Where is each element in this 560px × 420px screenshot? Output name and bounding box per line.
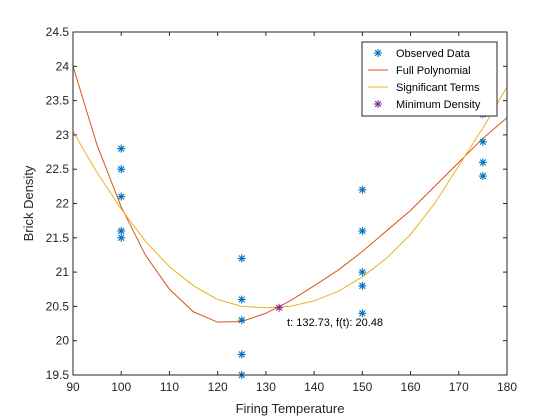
- legend-swatch-3-d2: [374, 100, 382, 108]
- data-point-s3-0: [275, 303, 284, 312]
- data-point-s0-4: [117, 233, 126, 242]
- series-line-2: [73, 86, 507, 309]
- data-point-s0-17: [478, 158, 487, 167]
- y-tick-label-4: 21.5: [46, 231, 70, 245]
- data-point-s0-14-d2: [359, 309, 366, 317]
- legend-swatch-0-d2: [374, 49, 382, 57]
- x-tick-label-3: 120: [208, 380, 228, 394]
- legend-entry-3: Minimum Density: [396, 99, 481, 111]
- data-point-s0-3: [117, 226, 126, 235]
- data-point-s0-12: [358, 268, 367, 277]
- data-point-s0-1: [117, 165, 126, 174]
- data-point-s0-2-d2: [117, 193, 125, 200]
- data-point-s0-5-d2: [238, 255, 246, 262]
- y-tick-label-10: 24.5: [46, 25, 70, 39]
- data-point-s0-7: [237, 316, 246, 325]
- legend-box: [361, 41, 498, 117]
- data-layer: [73, 66, 507, 379]
- x-tick-label-6: 150: [352, 380, 372, 394]
- data-point-s0-4-d2: [117, 234, 125, 242]
- data-point-s0-12-d2: [359, 268, 366, 276]
- data-point-s0-1-d2: [117, 165, 125, 173]
- x-tick-label-1: 100: [111, 380, 131, 394]
- annotations: t: 132.73, f(t): 20.48: [287, 317, 383, 329]
- legend-entry-0: Observed Data: [396, 48, 471, 60]
- x-tick-label-2: 110: [160, 380, 179, 394]
- y-tick-label-3: 21: [56, 265, 70, 279]
- data-point-s0-7-d2: [238, 316, 246, 324]
- data-point-s0-11: [358, 226, 367, 235]
- legend-entry-2: Significant Terms: [396, 82, 480, 94]
- data-point-s0-17-d2: [479, 159, 487, 166]
- data-point-s0-16-d2: [479, 138, 487, 146]
- data-point-s0-6: [237, 295, 246, 304]
- data-point-s0-0-d2: [117, 145, 125, 152]
- y-tick-label-6: 22.5: [46, 162, 70, 176]
- data-point-s0-0: [117, 144, 126, 153]
- data-point-s0-16: [478, 137, 487, 146]
- y-tick-label-8: 23.5: [46, 94, 70, 108]
- legend-swatch-0: [374, 49, 382, 57]
- data-point-s0-8-d2: [238, 351, 246, 358]
- series-line-1: [73, 66, 507, 323]
- axes: 90 100 110 120 130 140 150 160 170 180 19.5 20 20.5 2…: [46, 25, 518, 394]
- legend-swatch-3: [374, 100, 382, 108]
- y-tick-label-1: 20: [56, 334, 70, 348]
- x-tick-label-9: 180: [497, 380, 517, 394]
- data-point-s0-18: [478, 172, 487, 181]
- x-tick-label-4: 130: [256, 380, 276, 394]
- annotation-0: t: 132.73, f(t): 20.48: [287, 317, 383, 329]
- data-point-s0-5: [237, 254, 246, 263]
- data-point-s0-10-d2: [359, 186, 366, 194]
- y-tick-label-5: 22: [56, 197, 70, 211]
- data-point-s0-10: [358, 185, 367, 194]
- data-point-s0-13: [358, 281, 367, 290]
- y-tick-label-0: 19.5: [46, 368, 70, 382]
- data-point-s0-3-d2: [117, 227, 125, 235]
- data-point-s3-0-d2: [275, 304, 283, 312]
- data-point-s0-8: [237, 350, 246, 359]
- data-point-s0-6-d2: [238, 296, 246, 303]
- data-point-s0-18-d2: [479, 172, 487, 180]
- data-point-s0-14: [358, 309, 367, 318]
- y-tick-label-7: 23: [56, 128, 70, 142]
- data-point-s0-2: [117, 192, 126, 201]
- data-point-s0-11-d2: [359, 227, 366, 235]
- legend: Observed Data Full Polynomial Significant …: [361, 41, 498, 117]
- x-tick-label-0: 90: [66, 380, 80, 394]
- y-tick-label-9: 24: [56, 59, 70, 73]
- x-tick-label-8: 170: [449, 380, 469, 394]
- x-axis-label: Firing Temperature: [236, 401, 345, 416]
- data-point-s0-13-d2: [359, 282, 366, 290]
- legend-entry-1: Full Polynomial: [396, 65, 471, 77]
- y-tick-label-2: 20.5: [46, 299, 70, 313]
- x-tick-label-5: 140: [304, 380, 324, 394]
- y-axis-label: Brick Density: [21, 165, 36, 241]
- x-tick-label-7: 160: [401, 380, 421, 394]
